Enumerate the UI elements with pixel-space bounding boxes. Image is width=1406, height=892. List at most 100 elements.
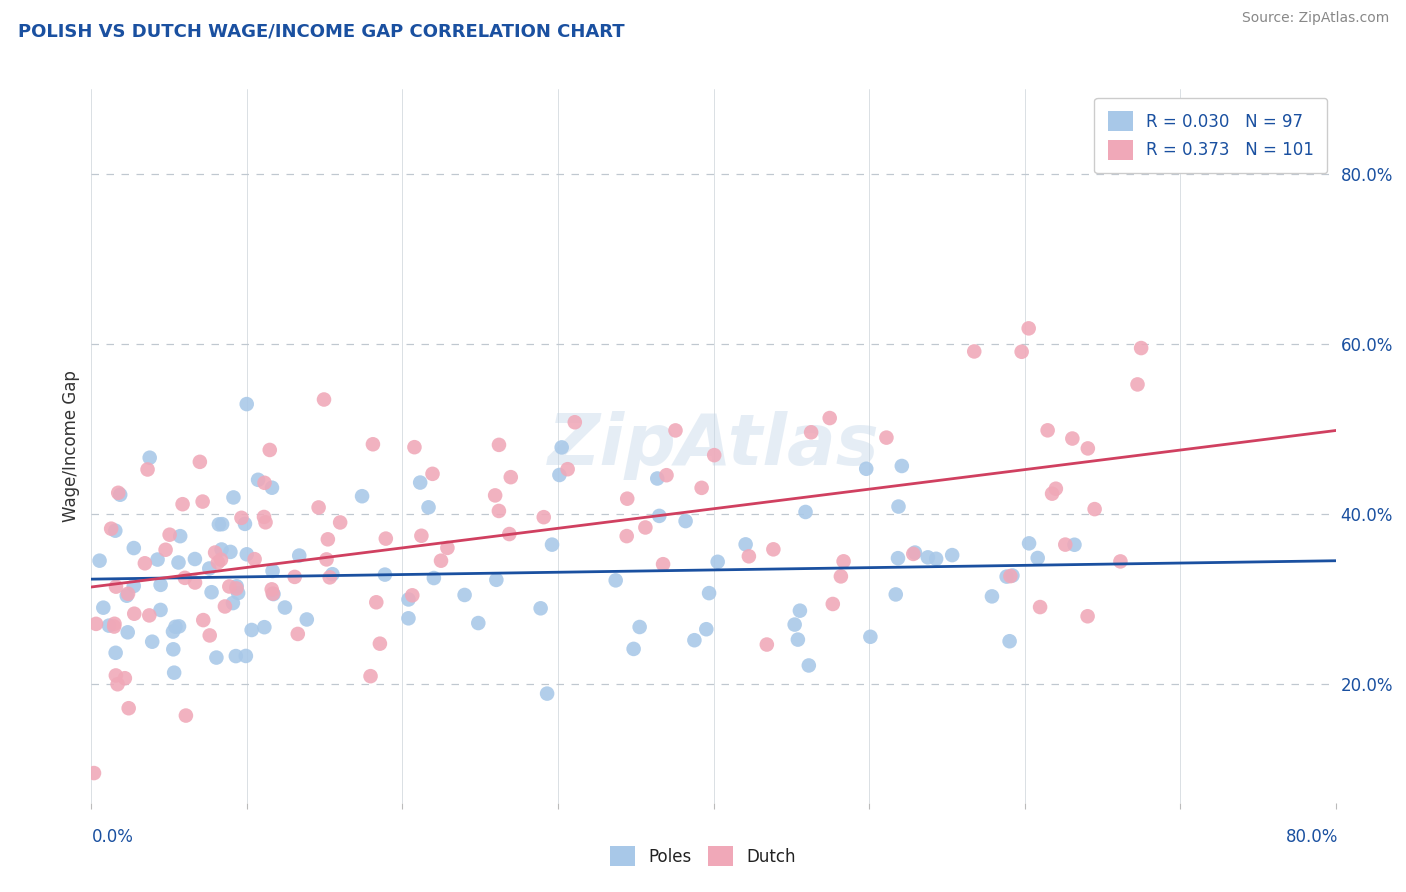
Point — [163, 665, 186, 680]
Point — [995, 569, 1018, 583]
Point — [225, 649, 247, 664]
Point — [786, 632, 808, 647]
Point — [366, 595, 388, 609]
Point — [690, 481, 713, 495]
Point — [361, 437, 384, 451]
Point — [149, 603, 172, 617]
Point — [100, 522, 122, 536]
Point — [155, 542, 177, 557]
Point — [925, 551, 948, 566]
Point — [628, 620, 651, 634]
Point — [734, 537, 756, 551]
Point — [374, 567, 396, 582]
Point — [173, 571, 195, 585]
Point — [605, 574, 627, 588]
Text: 80.0%: 80.0% — [1286, 828, 1339, 846]
Point — [184, 552, 207, 566]
Point — [114, 671, 136, 685]
Point — [418, 500, 440, 515]
Text: ZipAtlas: ZipAtlas — [548, 411, 879, 481]
Point — [1077, 442, 1099, 456]
Point — [675, 514, 697, 528]
Point — [117, 587, 139, 601]
Point — [262, 564, 284, 578]
Point — [253, 475, 276, 490]
Point — [1018, 536, 1040, 550]
Point — [207, 556, 229, 570]
Point — [321, 567, 343, 582]
Point — [830, 569, 852, 583]
Point — [122, 541, 145, 555]
Point — [208, 517, 231, 532]
Point — [411, 529, 433, 543]
Point — [205, 650, 228, 665]
Point — [755, 638, 778, 652]
Point — [83, 766, 105, 780]
Point — [209, 552, 232, 566]
Point — [103, 619, 125, 633]
Point — [818, 411, 841, 425]
Point — [1062, 432, 1084, 446]
Point — [122, 607, 145, 621]
Point — [253, 510, 276, 524]
Point — [706, 555, 728, 569]
Point — [655, 468, 678, 483]
Point — [240, 623, 263, 637]
Text: 0.0%: 0.0% — [91, 828, 134, 846]
Point — [312, 392, 335, 407]
Point — [783, 617, 806, 632]
Point — [274, 600, 297, 615]
Point — [430, 554, 453, 568]
Point — [488, 504, 510, 518]
Point — [703, 448, 725, 462]
Point — [162, 642, 184, 657]
Point — [645, 471, 668, 485]
Point — [374, 532, 396, 546]
Point — [225, 579, 247, 593]
Point — [634, 520, 657, 534]
Point — [200, 585, 222, 599]
Point — [159, 527, 181, 541]
Point — [315, 552, 337, 566]
Point — [499, 470, 522, 484]
Point — [550, 441, 572, 455]
Point — [134, 556, 156, 570]
Point — [789, 604, 811, 618]
Point — [235, 648, 257, 663]
Point — [287, 627, 309, 641]
Point — [981, 590, 1004, 604]
Point — [1063, 538, 1085, 552]
Point — [352, 489, 374, 503]
Point — [541, 538, 564, 552]
Point — [683, 633, 706, 648]
Point — [219, 545, 242, 559]
Point — [398, 592, 420, 607]
Point — [188, 455, 211, 469]
Point — [235, 397, 257, 411]
Point — [821, 597, 844, 611]
Point — [284, 570, 307, 584]
Point — [260, 481, 283, 495]
Point — [800, 425, 823, 440]
Point — [211, 542, 233, 557]
Point — [184, 575, 207, 590]
Point — [903, 547, 925, 561]
Y-axis label: Wage/Income Gap: Wage/Income Gap — [62, 370, 80, 522]
Point — [548, 468, 571, 483]
Point — [436, 541, 458, 555]
Point — [136, 462, 159, 476]
Point — [231, 511, 253, 525]
Point — [141, 634, 163, 648]
Point — [104, 646, 127, 660]
Point — [165, 620, 187, 634]
Point — [536, 687, 558, 701]
Point — [263, 587, 285, 601]
Point — [409, 475, 432, 490]
Point — [484, 488, 506, 502]
Point — [104, 668, 127, 682]
Point — [832, 554, 855, 568]
Point — [1084, 502, 1107, 516]
Point — [467, 615, 489, 630]
Point — [1040, 486, 1063, 500]
Point — [890, 458, 912, 473]
